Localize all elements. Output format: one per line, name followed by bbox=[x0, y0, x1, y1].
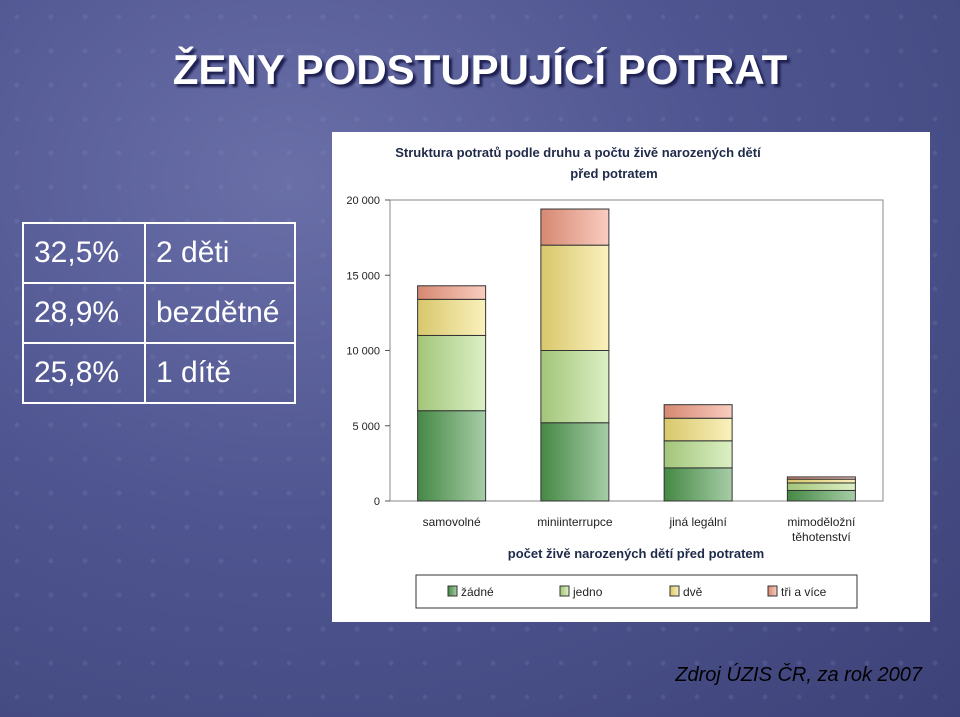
stats-row: 25,8% 1 dítě bbox=[22, 342, 296, 404]
y-tick-label: 20 000 bbox=[346, 195, 380, 207]
stats-percent: 32,5% bbox=[22, 222, 146, 284]
x-tick-label: těhotenství bbox=[792, 530, 851, 544]
legend-label: jedno bbox=[572, 585, 603, 599]
bar-segment bbox=[417, 410, 487, 502]
y-tick-label: 10 000 bbox=[346, 346, 380, 358]
legend-swatch bbox=[447, 585, 458, 597]
stats-label: 1 dítě bbox=[144, 342, 296, 404]
x-tick-label: mimoděložní bbox=[787, 515, 856, 529]
x-tick-label: samovolné bbox=[423, 515, 481, 529]
legend-swatch bbox=[559, 585, 570, 597]
bar-segment bbox=[417, 285, 487, 300]
stats-table: 32,5% 2 děti 28,9% bezdětné 25,8% 1 dítě bbox=[22, 222, 296, 404]
x-axis-title: počet živě narozených dětí před potratem bbox=[508, 546, 764, 561]
stats-label: bezdětné bbox=[144, 282, 296, 344]
x-tick-label: miniinterrupce bbox=[537, 515, 613, 529]
legend-box bbox=[415, 574, 858, 609]
source-note: Zdroj ÚZIS ČR, za rok 2007 bbox=[675, 664, 922, 686]
stats-label: 2 děti bbox=[144, 222, 296, 284]
chart-title: Struktura potratů podle druhu a počtu ži… bbox=[395, 145, 761, 160]
bar-segment bbox=[786, 489, 856, 502]
bar-segment bbox=[417, 298, 487, 336]
y-tick-label: 5 000 bbox=[352, 421, 380, 433]
bar-segment bbox=[663, 417, 733, 442]
legend-label: dvě bbox=[683, 585, 703, 599]
x-tick-label: jiná legální bbox=[668, 515, 727, 529]
slide-title: ŽENY PODSTUPUJÍCÍ POTRAT bbox=[172, 46, 788, 93]
stats-percent: 25,8% bbox=[22, 342, 146, 404]
chart-container: Struktura potratů podle druhu a počtu ži… bbox=[332, 132, 930, 622]
bar-segment bbox=[540, 422, 610, 502]
legend-label: tři a více bbox=[781, 585, 827, 599]
legend-swatch bbox=[767, 585, 778, 597]
stats-row: 32,5% 2 děti bbox=[22, 222, 296, 284]
stats-percent: 28,9% bbox=[22, 282, 146, 344]
bar-segment bbox=[540, 350, 610, 424]
y-tick-label: 15 000 bbox=[346, 270, 380, 282]
y-tick-label: 0 bbox=[374, 496, 380, 508]
bar-segment bbox=[417, 334, 487, 412]
bar-segment bbox=[663, 440, 733, 469]
bar-segment bbox=[786, 482, 856, 491]
bar-segment bbox=[540, 208, 610, 246]
chart-title-line-2: před potratem bbox=[570, 166, 657, 181]
bar-segment bbox=[786, 478, 856, 484]
bar-segment bbox=[786, 476, 856, 480]
legend-swatch bbox=[669, 585, 680, 597]
bar-segment bbox=[663, 467, 733, 502]
legend-label: žádné bbox=[461, 585, 494, 599]
bar-segment bbox=[663, 404, 733, 419]
stats-row: 28,9% bezdětné bbox=[22, 282, 296, 344]
bar-segment bbox=[540, 244, 610, 351]
stacked-bar-chart: Struktura potratů podle druhu a počtu ži… bbox=[346, 145, 884, 609]
